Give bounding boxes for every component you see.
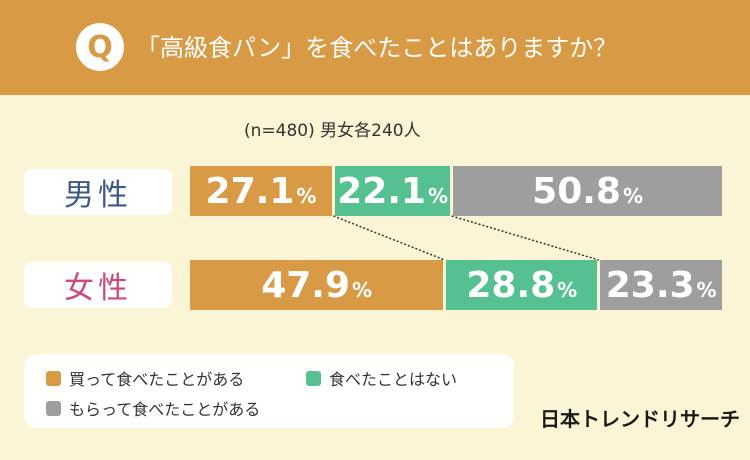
bar-percent-sign: % xyxy=(296,184,317,208)
legend-label-bought: 買って食べたことがある xyxy=(69,370,245,389)
bar-percent-sign: % xyxy=(427,184,449,208)
legend-item-never: 食べたことはない xyxy=(306,366,457,390)
brand-logo: 日本トレンドリサーチ xyxy=(540,407,740,431)
legend-item-bought: 買って食べたことがある xyxy=(46,366,244,390)
bar-female-received: 23.3% xyxy=(600,260,722,310)
bar-percent-sign: % xyxy=(352,278,373,302)
legend-swatch-never xyxy=(306,370,321,386)
bar-male-received: 50.8% xyxy=(453,166,722,216)
legend: 買って食べたことがある 食べたことはない もらって食べたことがある xyxy=(24,354,514,428)
bar-female-never: 28.8% xyxy=(446,260,598,310)
sample-size-note: (n=480) 男女各240人 xyxy=(244,121,421,141)
bar-value-label: 28.8 xyxy=(466,264,556,306)
q-badge: Q xyxy=(76,23,124,71)
bar-value-label: 22.1 xyxy=(337,170,426,212)
row-label-female: 女性 xyxy=(24,262,172,308)
bar-percent-sign: % xyxy=(696,278,717,302)
legend-label-never: 食べたことはない xyxy=(329,370,458,389)
legend-swatch-received xyxy=(46,400,61,416)
bar-male-bought: 27.1% xyxy=(190,166,332,216)
question-header: Q 「高級食パン」を食べたことはありますか？ xyxy=(0,0,750,95)
bar-value-label: 27.1 xyxy=(205,170,295,212)
connector-line xyxy=(333,215,446,261)
bar-percent-sign: % xyxy=(622,184,644,208)
legend-swatch-bought xyxy=(46,370,61,386)
bar-value-label: 50.8 xyxy=(532,170,621,212)
bar-female-bought: 47.9% xyxy=(190,260,444,310)
legend-item-received: もらって食べたことがある xyxy=(46,396,260,420)
legend-label-received: もらって食べたことがある xyxy=(69,400,261,419)
question-text: 「高級食パン」を食べたことはありますか？ xyxy=(136,34,618,62)
connector-line xyxy=(451,215,600,261)
bar-percent-sign: % xyxy=(557,278,578,302)
bar-male-never: 22.1% xyxy=(334,166,451,216)
row-label-male: 男性 xyxy=(24,169,172,215)
bar-value-label: 23.3 xyxy=(605,264,695,306)
bar-value-label: 47.9 xyxy=(261,264,351,306)
